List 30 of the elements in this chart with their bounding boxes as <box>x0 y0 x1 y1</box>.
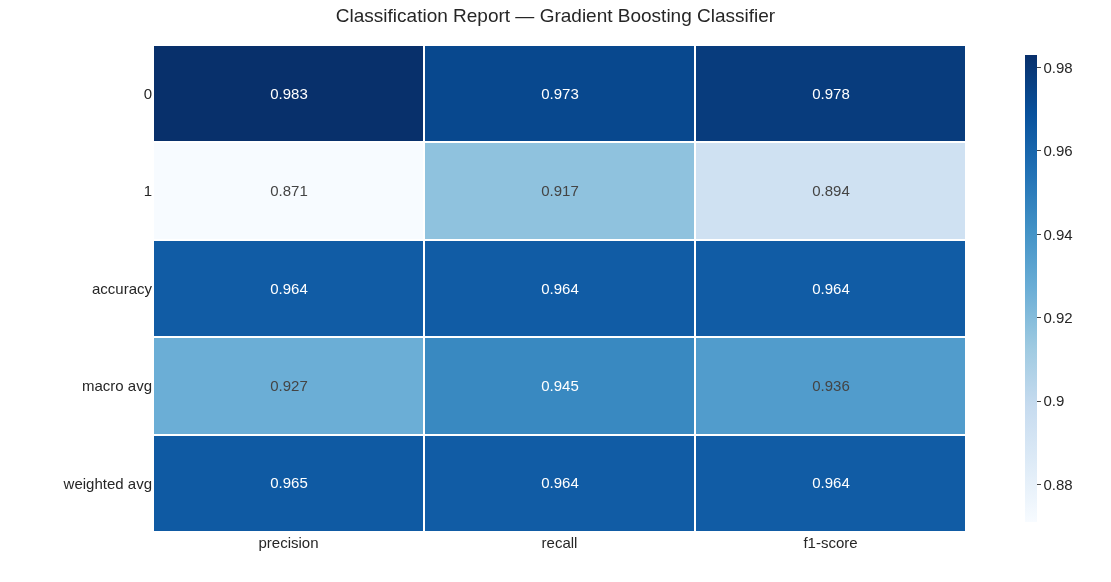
y-tick-label: 1 <box>143 182 152 200</box>
data-label: 0.964 <box>812 280 850 298</box>
data-label: 0.978 <box>812 85 850 103</box>
data-label: 0.945 <box>541 377 579 395</box>
color-bar-label: 0.96 <box>1043 142 1073 160</box>
data-label: 0.964 <box>541 474 579 492</box>
data-label: 0.964 <box>270 280 308 298</box>
y-tick-label: weighted avg <box>62 474 152 492</box>
data-label: 0.965 <box>270 474 308 492</box>
chart-title: Classification Report — Gradient Boosting Classifier <box>335 5 776 27</box>
data-label: 0.917 <box>541 182 579 200</box>
data-label: 0.894 <box>812 182 850 200</box>
color-bar-label: 0.98 <box>1043 58 1073 76</box>
data-label: 0.936 <box>812 377 850 395</box>
x-tick-label: recall <box>541 534 578 551</box>
data-label: 0.927 <box>270 377 308 395</box>
data-label: 0.964 <box>541 280 579 298</box>
x-tick-label: f1-score <box>803 534 858 551</box>
color-bar-label: 0.92 <box>1043 308 1073 326</box>
data-label: 0.973 <box>541 85 579 103</box>
data-label: 0.871 <box>270 182 308 200</box>
color-bar-label: 0.9 <box>1043 392 1065 410</box>
color-bar-label: 0.94 <box>1043 225 1073 243</box>
y-tick-label: 0 <box>143 84 152 102</box>
data-label: 0.983 <box>270 85 308 103</box>
color-bar-label: 0.88 <box>1043 475 1073 493</box>
y-tick-label: macro avg <box>81 377 152 395</box>
data-label: 0.964 <box>812 474 850 492</box>
y-tick-label: accuracy <box>91 279 153 297</box>
x-tick-label: precision <box>258 534 319 551</box>
